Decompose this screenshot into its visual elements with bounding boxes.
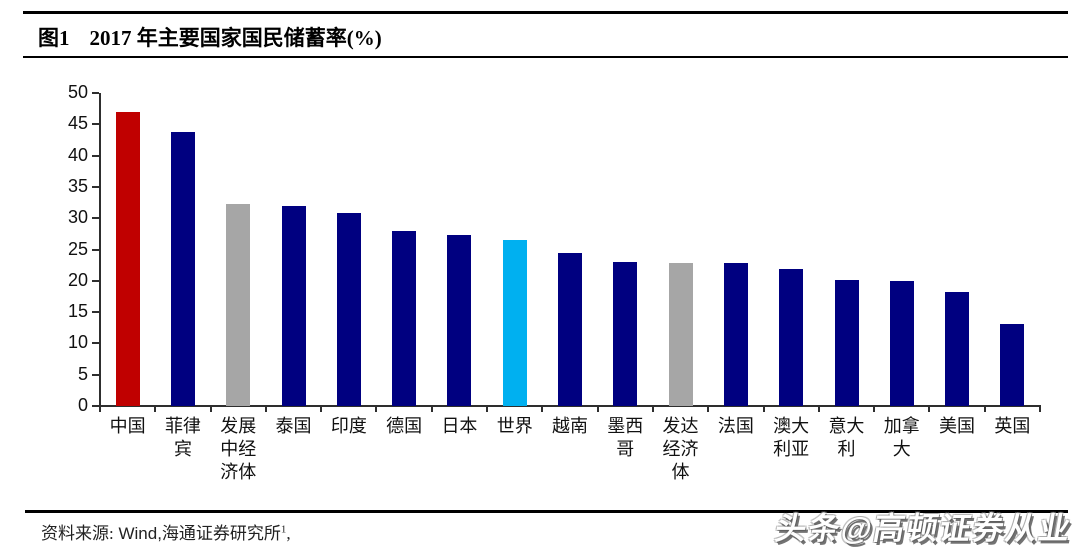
x-axis-label: 英国	[994, 416, 1031, 436]
watermark: 头条@高顿证券从业	[772, 511, 1075, 546]
x-axis-tick	[320, 406, 323, 412]
x-axis-label: 泰国	[275, 416, 312, 436]
x-axis-tick	[486, 406, 489, 412]
source-wind: Wind,	[113, 524, 162, 543]
y-axis-label: 50	[67, 82, 88, 102]
bar	[392, 231, 417, 406]
bar	[723, 263, 748, 406]
x-axis-tick	[983, 406, 986, 412]
y-axis-label: 15	[67, 301, 88, 322]
x-axis-tick	[264, 406, 267, 412]
bar	[1000, 324, 1025, 406]
y-axis-label: 30	[67, 207, 88, 228]
y-axis-label: 20	[67, 269, 88, 290]
x-axis-label: 日本	[441, 416, 478, 436]
x-axis-label: 澳大 利亚	[773, 416, 810, 459]
x-axis-tick	[541, 406, 544, 412]
figure-number: 图1	[38, 26, 70, 50]
y-axis-label: 25	[67, 238, 88, 259]
y-axis-label: 45	[67, 113, 88, 134]
y-axis-tick	[92, 311, 99, 314]
y-axis-tick	[92, 154, 99, 157]
x-axis-label: 发达 经济体	[662, 416, 699, 482]
bar	[170, 131, 195, 406]
y-axis-label: 40	[67, 144, 88, 165]
x-axis-label: 越南	[552, 416, 589, 436]
top-rule	[23, 11, 1068, 14]
x-axis-tick	[817, 406, 820, 412]
bar	[779, 268, 804, 406]
x-axis-tick	[209, 406, 212, 412]
bar	[447, 234, 472, 406]
y-axis-tick	[92, 373, 99, 376]
x-axis	[99, 405, 1041, 407]
x-axis-tick	[154, 406, 157, 412]
bar	[115, 111, 140, 406]
x-axis-label: 美国	[939, 416, 976, 436]
bar	[281, 206, 306, 406]
title-underline-rule	[23, 56, 1068, 58]
x-axis-tick	[651, 406, 654, 412]
x-axis-tick	[596, 406, 599, 412]
x-axis-label: 意大利	[828, 416, 865, 459]
x-axis-tick	[873, 406, 876, 412]
x-axis-label: 中国	[109, 416, 146, 436]
y-axis-tick	[92, 185, 99, 188]
x-axis-label: 世界	[496, 416, 533, 436]
y-axis-tick	[92, 405, 99, 407]
bar	[336, 213, 361, 406]
x-axis-tick	[375, 406, 378, 412]
bar	[502, 239, 527, 406]
x-axis-tick	[99, 406, 101, 412]
figure-title: 图1 2017 年主要国家国民储蓄率(%)	[38, 22, 382, 52]
bar	[226, 203, 251, 406]
y-axis-tick	[92, 279, 99, 282]
bar	[613, 262, 638, 406]
y-axis-tick	[92, 92, 99, 94]
y-axis-label: 10	[67, 332, 88, 353]
x-axis-label: 印度	[330, 416, 367, 436]
y-axis	[99, 93, 101, 406]
x-axis-label: 墨西哥	[607, 416, 644, 459]
x-axis-tick	[430, 406, 433, 412]
bar	[834, 280, 859, 406]
footer-rule	[25, 510, 1068, 513]
y-axis-tick	[92, 248, 99, 251]
y-axis-label: 35	[67, 175, 88, 196]
y-axis-tick	[92, 217, 99, 220]
x-axis-tick	[762, 406, 765, 412]
x-axis-label: 菲律宾	[164, 416, 201, 459]
x-axis-tick	[707, 406, 710, 412]
source-tail: ,	[286, 524, 291, 543]
x-axis-label: 德国	[386, 416, 423, 436]
bar	[889, 280, 914, 406]
source-label: 资料来源:	[41, 524, 114, 543]
figure-title-text: 2017 年主要国家国民储蓄率(%)	[89, 26, 382, 50]
x-axis-label: 法国	[717, 416, 754, 436]
x-axis-label: 加拿大	[883, 416, 920, 459]
source-footnote-marker: 1	[280, 523, 287, 536]
y-axis-tick	[92, 342, 99, 345]
source-note: 资料来源: Wind,海通证券研究所1,	[41, 519, 291, 544]
y-axis-tick	[92, 123, 99, 126]
bar	[558, 252, 582, 406]
bar	[668, 263, 693, 406]
x-axis-tick	[928, 406, 931, 412]
source-org: 海通证券研究所	[161, 524, 281, 543]
x-axis-tick	[1039, 406, 1041, 412]
y-axis-label: 0	[77, 395, 88, 415]
bar	[945, 292, 970, 406]
y-axis-label: 5	[77, 363, 88, 384]
x-axis-label: 发展 中经 济体	[220, 416, 257, 482]
